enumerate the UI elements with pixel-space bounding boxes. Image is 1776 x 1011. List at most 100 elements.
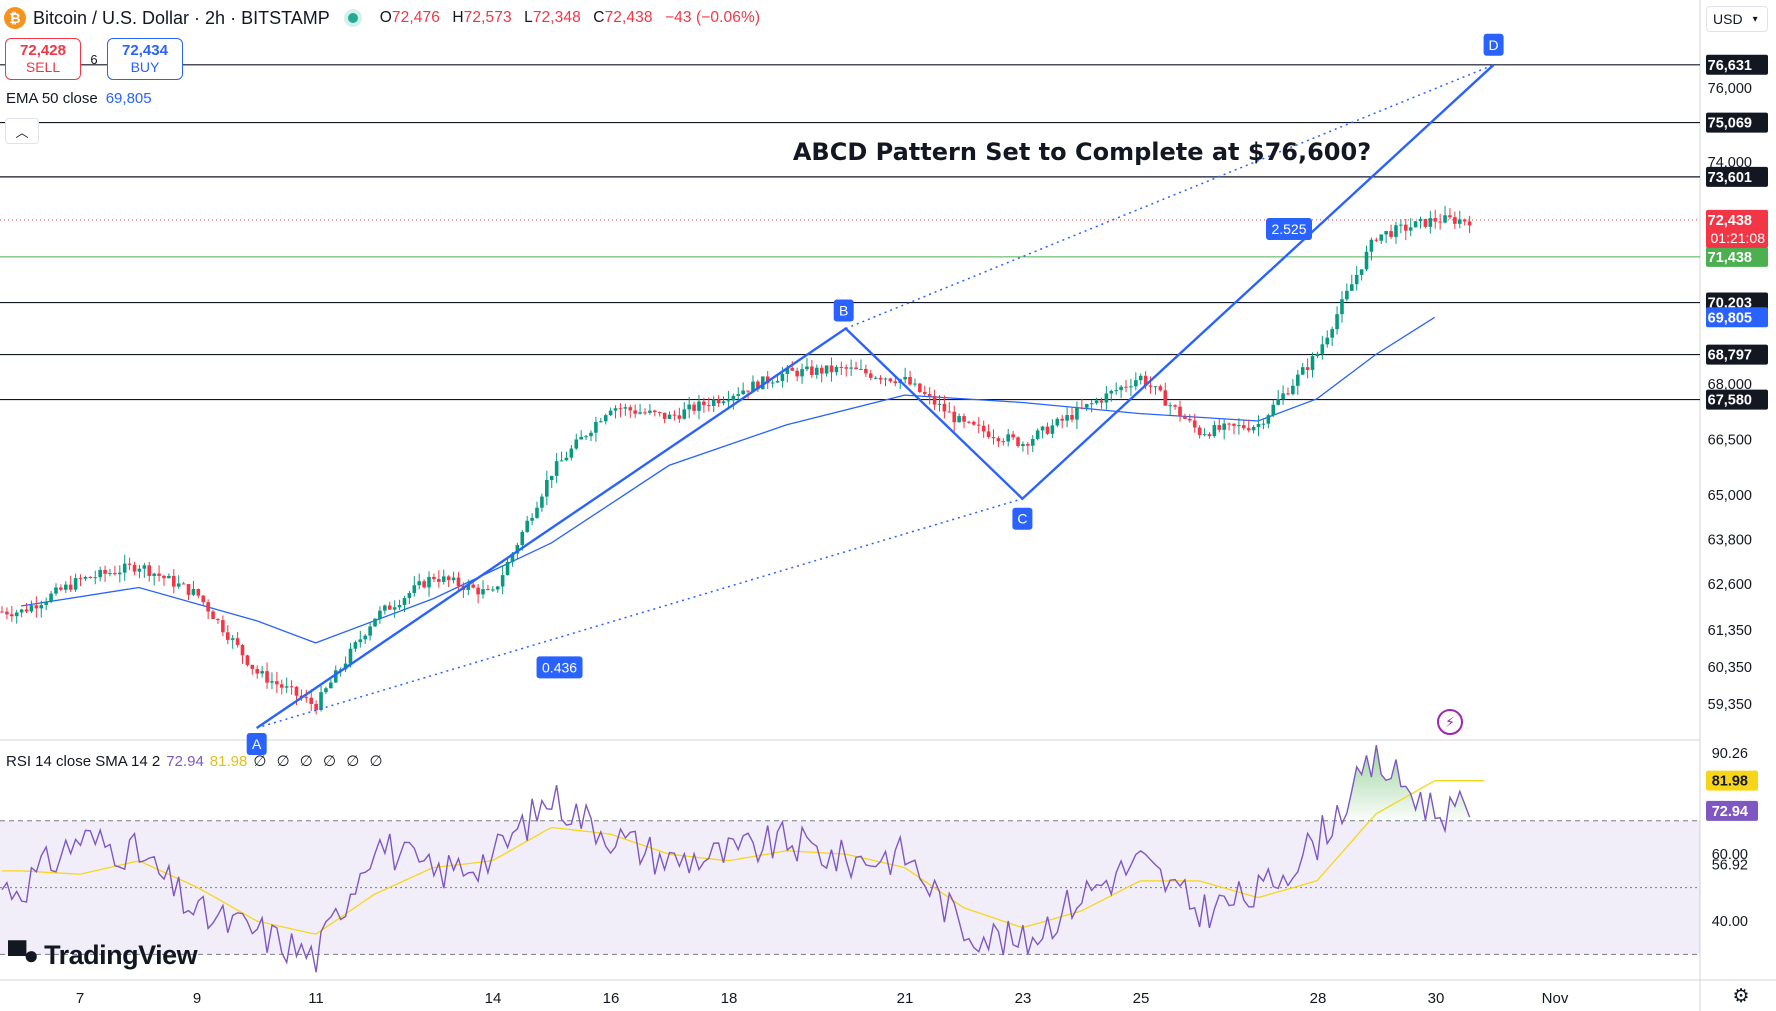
candle — [672, 410, 677, 421]
candle-body — [810, 366, 814, 375]
rsi-tick-label: 60.00 — [1712, 847, 1748, 863]
candle — [986, 424, 991, 439]
candle-body — [304, 697, 309, 699]
gear-icon[interactable]: ⚙ — [1732, 985, 1750, 1007]
candle-body — [770, 382, 775, 384]
candle-body — [1183, 416, 1187, 419]
candle — [1016, 436, 1020, 448]
candle — [73, 573, 78, 592]
candle-body — [407, 593, 412, 599]
candle-body — [1364, 251, 1369, 270]
candle-body — [741, 390, 745, 395]
candle — [908, 370, 912, 386]
buy-button[interactable]: 72,434 BUY — [107, 38, 183, 80]
candle — [967, 420, 971, 424]
candle-body — [608, 410, 613, 416]
candle-body — [1281, 393, 1285, 400]
candle-body — [240, 644, 245, 656]
candle — [770, 380, 775, 388]
level-tag-bg — [1706, 389, 1768, 410]
candle-body — [545, 479, 549, 497]
change-value: −43 (−0.06%) — [665, 9, 761, 26]
candle-body — [1310, 356, 1315, 370]
candle — [1070, 407, 1074, 423]
collapse-legend-button[interactable]: ︿ — [5, 118, 39, 144]
rsi-value-tag: 72.94 — [1706, 800, 1758, 821]
candle-body — [1001, 441, 1006, 443]
candle — [1134, 372, 1138, 391]
candle-body — [1153, 386, 1158, 388]
candle-body — [1453, 217, 1457, 224]
candle-body — [1040, 426, 1045, 431]
candle-body — [711, 399, 716, 406]
symbol-title[interactable]: Bitcoin / U.S. Dollar · 2h · BITSTAMP — [33, 7, 330, 28]
currency-selector[interactable]: USD ▾ — [1706, 6, 1768, 32]
candle — [1089, 399, 1094, 413]
candle — [1423, 218, 1428, 229]
candle — [1030, 435, 1035, 452]
candle — [235, 632, 240, 648]
candle — [1237, 418, 1241, 435]
candle-body — [441, 576, 446, 582]
candle — [751, 375, 755, 392]
candle-body — [584, 436, 588, 438]
candle — [1467, 215, 1472, 234]
candle — [44, 597, 48, 611]
ohlc-readout: O72,476 H72,573 L72,348 C72,438 −43 (−0.… — [379, 9, 761, 26]
candle-body — [859, 368, 863, 370]
candle — [1256, 415, 1261, 437]
candle — [314, 700, 318, 715]
flash-alert-icon[interactable]: ⚡ — [1437, 709, 1463, 735]
candle — [1173, 404, 1177, 410]
candle-body — [677, 415, 682, 419]
candle — [54, 583, 58, 596]
candle — [324, 686, 328, 695]
candle — [731, 393, 736, 410]
candle-body — [1379, 234, 1384, 241]
candle — [1055, 417, 1060, 428]
candle-body — [1354, 274, 1359, 285]
candle — [378, 606, 382, 624]
rsi-legend[interactable]: RSI 14 close SMA 14 2 72.94 81.98 ∅ ∅ ∅ ∅ ∅… — [6, 753, 386, 770]
candle-body — [731, 395, 736, 401]
candle — [142, 562, 147, 578]
candle-body — [1089, 403, 1094, 405]
ratio-0436-label-text: 0.436 — [542, 659, 577, 675]
candle-body — [1168, 405, 1172, 407]
time-tick-label: 23 — [1015, 990, 1032, 1007]
sell-button[interactable]: 72,428 SELL — [5, 38, 81, 80]
rsi-sma-legend-value: 81.98 — [209, 753, 248, 770]
ratio-2525-label: 2.525 — [1266, 218, 1312, 240]
candle-body — [1286, 393, 1290, 395]
candle-body — [216, 619, 220, 621]
candle-body — [1207, 434, 1212, 437]
candle — [24, 603, 29, 614]
candle — [1433, 209, 1438, 229]
candle-body — [1349, 284, 1354, 291]
candle-body — [1325, 337, 1330, 345]
candle-body — [437, 579, 441, 582]
candle-body — [309, 697, 314, 704]
candle-body — [1016, 437, 1020, 447]
level-tag: 76,631 — [1706, 54, 1768, 75]
time-tick-label: 30 — [1428, 990, 1445, 1007]
ema-legend-value: 69,805 — [105, 90, 152, 107]
ema-legend[interactable]: EMA 50 close 69,805 — [6, 90, 152, 107]
candle-body — [1408, 227, 1413, 231]
candle-body — [775, 380, 780, 383]
candle — [1040, 425, 1045, 439]
bd-extension-line — [845, 64, 1494, 330]
candle-body — [196, 588, 201, 596]
candle-body — [73, 578, 78, 590]
candle — [240, 644, 245, 664]
candle — [1315, 351, 1320, 359]
candle-body — [908, 376, 912, 385]
candle — [1217, 418, 1222, 433]
candle-body — [1433, 218, 1438, 222]
candle — [1266, 413, 1271, 429]
candle-body — [167, 575, 171, 579]
candle — [103, 565, 107, 582]
candle — [711, 396, 716, 413]
candle — [432, 573, 436, 583]
